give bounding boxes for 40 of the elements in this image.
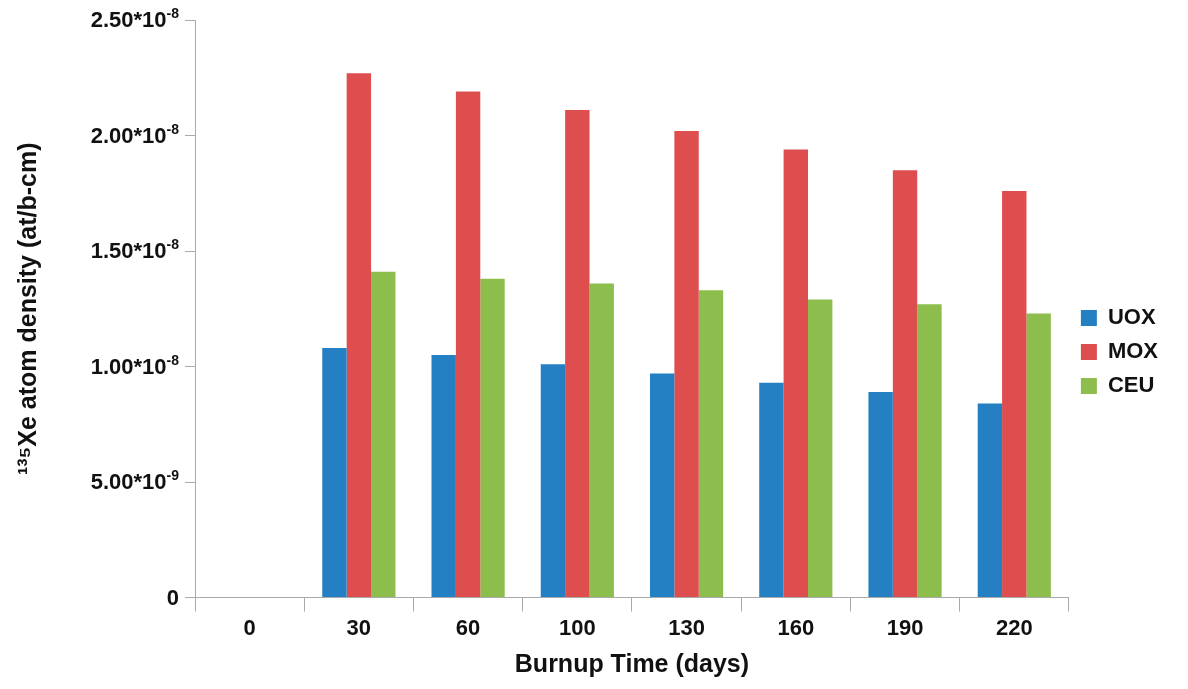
bar <box>868 391 893 598</box>
bar <box>1002 190 1027 598</box>
bar <box>759 382 784 598</box>
x-tick-label: 30 <box>346 614 372 640</box>
bar <box>480 278 505 598</box>
bar <box>346 73 372 598</box>
bar <box>917 304 942 598</box>
x-tick-label: 220 <box>995 614 1033 640</box>
bar <box>455 91 481 598</box>
bar <box>371 271 396 598</box>
x-tick-label: 190 <box>886 614 924 640</box>
bar <box>674 130 699 598</box>
bar <box>589 283 614 598</box>
bar <box>808 299 833 598</box>
x-tick-label: 100 <box>558 614 596 640</box>
bar <box>540 364 566 598</box>
legend-label: UOX <box>1107 304 1156 330</box>
x-axis-title: Burnup Time (days) <box>514 648 750 677</box>
y-tick-label: 1.00*10$^{-8}$ <box>90 351 179 379</box>
bar <box>431 355 456 598</box>
bar <box>322 348 347 598</box>
legend-label: MOX <box>1107 338 1159 364</box>
y-tick-label: 5.00*10$^{-9}$ <box>90 467 179 495</box>
y-tick-label: 1.50*10$^{-8}$ <box>90 236 179 264</box>
x-tick-label: 160 <box>777 614 815 640</box>
bar <box>698 290 724 598</box>
bar <box>1026 313 1051 598</box>
bar <box>649 373 675 598</box>
bar <box>783 149 808 598</box>
y-axis-title: ¹³⁵Xe atom density (at/b-cm) <box>12 142 41 476</box>
x-tick-label: 130 <box>668 614 705 640</box>
bar <box>565 110 590 598</box>
y-tick-label: 2.50*10$^{-8}$ <box>90 5 179 32</box>
y-tick-label: 0 <box>166 584 179 610</box>
bar <box>892 170 918 598</box>
y-tick-label: 2.00*10$^{-8}$ <box>90 120 179 148</box>
x-tick-label: 60 <box>455 614 481 640</box>
x-tick-label: 0 <box>243 614 256 640</box>
bar <box>977 403 1003 598</box>
legend-label: CEU <box>1107 372 1155 398</box>
